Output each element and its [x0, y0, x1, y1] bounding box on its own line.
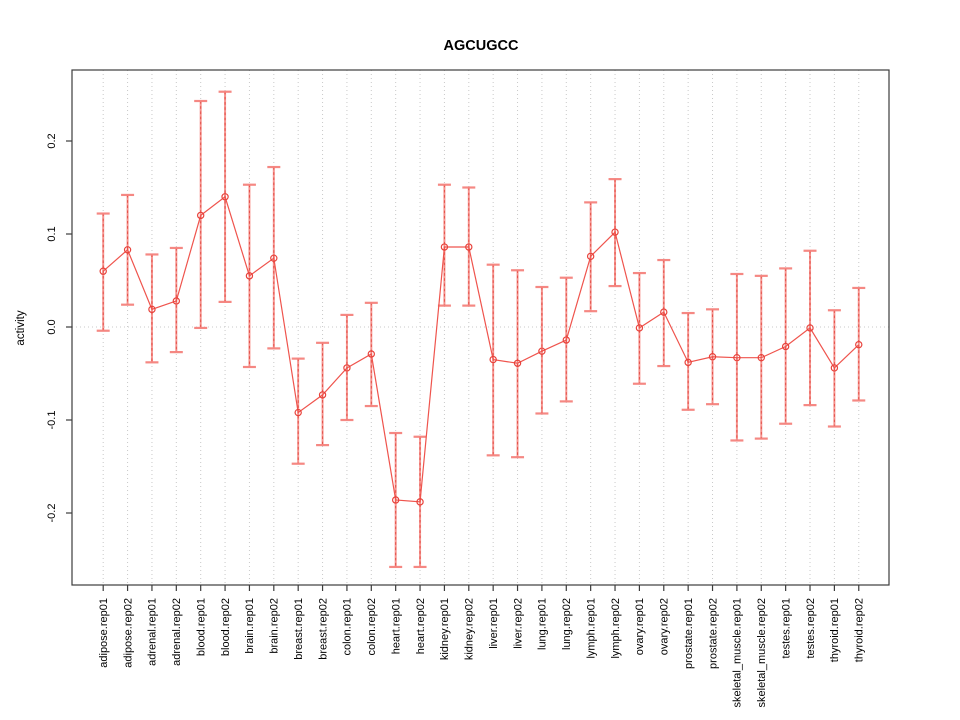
- data-point: [781, 342, 790, 351]
- data-point: [806, 324, 814, 332]
- data-point: [733, 353, 741, 362]
- data-point: [245, 272, 254, 280]
- data-point: [123, 246, 132, 254]
- x-tick-label: skeletal_muscle.rep02: [756, 598, 768, 707]
- plot-title: AGCUGCC: [444, 38, 519, 54]
- x-tick-label: breast.rep02: [317, 598, 329, 660]
- data-point: [684, 358, 692, 367]
- data-point: [221, 193, 229, 201]
- data-point: [391, 496, 400, 504]
- data-point: [270, 254, 278, 262]
- y-tick-label: -0.2: [46, 504, 58, 523]
- x-tick-label: skeletal_muscle.rep01: [732, 598, 744, 707]
- x-tick-label: testes.rep02: [805, 598, 817, 659]
- x-tick-label: lung.rep01: [537, 598, 549, 650]
- data-point: [538, 347, 546, 355]
- data-point: [562, 336, 570, 344]
- x-tick-label: thyroid.rep01: [829, 598, 841, 662]
- data-point: [757, 353, 765, 362]
- x-tick-label: testes.rep01: [780, 598, 792, 659]
- data-point: [708, 353, 717, 361]
- x-tick-label: ovary.rep01: [634, 598, 646, 655]
- data-point: [830, 364, 839, 372]
- x-tick-label: liver.rep02: [512, 598, 524, 649]
- x-tick-label: prostate.rep02: [707, 598, 719, 669]
- data-point: [294, 408, 302, 417]
- y-tick-label: 0.1: [46, 226, 58, 241]
- x-tick-label: blood.rep01: [195, 598, 207, 656]
- data-point: [855, 340, 863, 349]
- data-point: [586, 252, 595, 261]
- x-tick-label: adrenal.rep01: [147, 598, 159, 666]
- data-point: [611, 228, 619, 236]
- x-tick-label: heart.rep01: [390, 598, 402, 654]
- data-point: [440, 243, 449, 251]
- data-point: [416, 498, 424, 506]
- x-tick-label: lymph.rep02: [610, 598, 622, 659]
- series-line: [102, 195, 860, 503]
- x-tick-label: adipose.rep02: [122, 598, 134, 668]
- y-tick-label: -0.1: [46, 411, 58, 430]
- data-point: [318, 391, 327, 399]
- x-tick-label: lymph.rep01: [585, 598, 597, 659]
- x-tick-label: adipose.rep01: [98, 598, 110, 668]
- data-point: [635, 324, 644, 332]
- x-tick-label: thyroid.rep02: [854, 598, 866, 662]
- data-point: [465, 243, 473, 251]
- x-tick-label: adrenal.rep02: [171, 598, 183, 666]
- x-tick-label: lung.rep02: [561, 598, 573, 650]
- x-tick-label: kidney.rep02: [464, 598, 476, 660]
- y-axis-title: activity: [15, 310, 27, 345]
- x-tick-label: brain.rep01: [244, 598, 256, 654]
- data-point: [148, 305, 156, 314]
- data-point: [660, 308, 668, 316]
- y-tick-label: 0.2: [46, 133, 58, 148]
- y-tick-label: 0.0: [46, 319, 58, 334]
- data-point: [99, 267, 107, 275]
- data-point: [343, 364, 351, 372]
- data-point: [367, 350, 376, 358]
- x-tick-label: blood.rep02: [220, 598, 232, 656]
- x-tick-label: breast.rep01: [293, 598, 305, 660]
- x-tick-label: kidney.rep01: [439, 598, 451, 660]
- data-point: [489, 355, 497, 364]
- data-point: [172, 297, 181, 305]
- data-point: [513, 359, 522, 367]
- x-tick-label: colon.rep02: [366, 598, 378, 656]
- x-tick-label: heart.rep02: [415, 598, 427, 654]
- x-tick-label: colon.rep01: [342, 598, 354, 656]
- x-tick-label: liver.rep01: [488, 598, 500, 649]
- x-tick-label: ovary.rep02: [659, 598, 671, 655]
- x-tick-label: prostate.rep01: [683, 598, 695, 669]
- data-point: [196, 211, 205, 220]
- plot-area: -0.2 -0.1 0.0 0.1 0.2 adipose.rep01 adipose.re…: [46, 69, 890, 707]
- x-tick-label: brain.rep02: [269, 598, 281, 654]
